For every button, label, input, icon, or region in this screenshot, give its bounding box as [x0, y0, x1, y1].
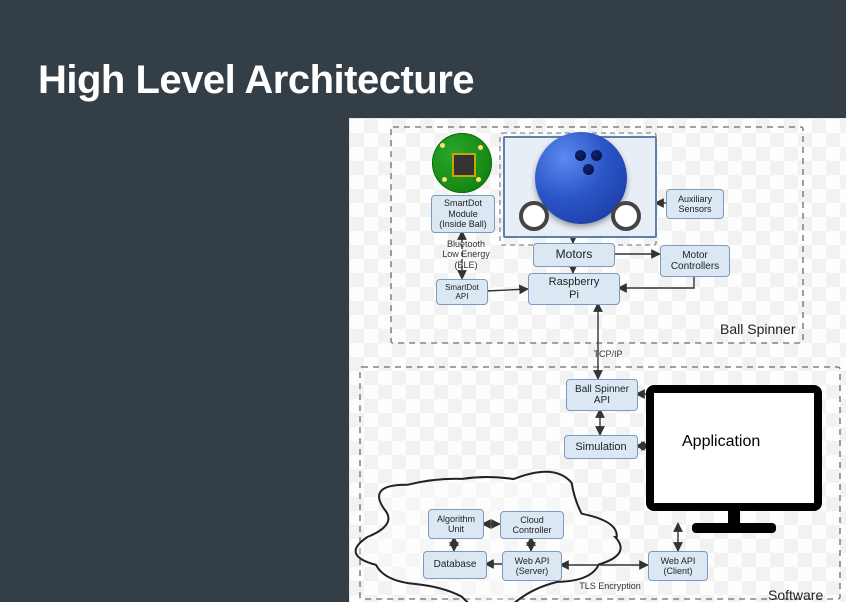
- annotation-ble: BluetoothLow Energy(BLE): [438, 239, 494, 270]
- node-motor-ctrl: MotorControllers: [660, 245, 730, 277]
- diagram-canvas: SmartDotModule(Inside Ball) SmartDotAPI Au…: [349, 118, 846, 602]
- annotation-tls: TLS Encryption: [570, 581, 650, 591]
- node-web-api-client: Web API(Client): [648, 551, 708, 581]
- region-label-ball-spinner: Ball Spinner: [720, 321, 796, 337]
- pcb-icon: [432, 133, 492, 193]
- ball-box: [503, 136, 657, 238]
- application-label: Application: [682, 433, 760, 451]
- slide-title: High Level Architecture: [38, 58, 474, 103]
- node-web-api-server: Web API(Server): [502, 551, 562, 581]
- node-simulation: Simulation: [564, 435, 638, 459]
- node-aux-sensors: AuxiliarySensors: [666, 189, 724, 219]
- slide: High Level Architecture: [0, 0, 846, 602]
- region-label-software: Software: [768, 587, 823, 602]
- node-cloud-controller: CloudController: [500, 511, 564, 539]
- node-raspberry-pi: RaspberryPi: [528, 273, 620, 305]
- node-database: Database: [423, 551, 487, 579]
- node-motors: Motors: [533, 243, 615, 267]
- node-smartdot-api: SmartDotAPI: [436, 279, 488, 305]
- node-algorithm-unit: AlgorithmUnit: [428, 509, 484, 539]
- node-ball-spinner-api: Ball SpinnerAPI: [566, 379, 638, 411]
- node-smartdot-module: SmartDotModule(Inside Ball): [431, 195, 495, 233]
- pcb-chip: [452, 153, 476, 177]
- annotation-tcpip: TCP/IP: [584, 349, 632, 359]
- monitor-icon: [646, 385, 826, 535]
- wheel-left-icon: [519, 201, 549, 231]
- wheel-right-icon: [611, 201, 641, 231]
